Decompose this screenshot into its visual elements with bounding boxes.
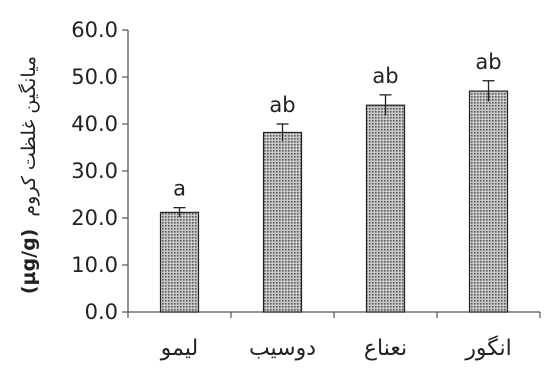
y-axis-label: میانگین غلظت کروم [17,56,40,217]
bar [262,131,303,313]
bar [468,90,509,313]
x-tick-label: نعناع [364,336,407,361]
y-tick-label: 50.0 [71,65,118,89]
svg-text:(µg/g) میانگین غلظت کر: (µg/g) میانگین غلظت کروم [17,56,40,294]
plot-area: 0.0 10.0 20.0 30.0 40.0 50.0 60.0 a لیمو ab دوسیب a… [71,18,541,361]
y-tick-label: 10.0 [71,253,118,277]
data-label: a [173,177,186,201]
data-label: ab [269,93,295,117]
bar [365,104,406,313]
y-tick-label: 60.0 [71,18,118,42]
y-tick-label: 40.0 [71,112,118,136]
x-tick-label: دوسیب [249,336,316,361]
y-axis-title: (µg/g) میانگین غلظت کروم [17,56,40,294]
x-tick-label: انگور [464,335,511,361]
y-tick-label: 0.0 [85,300,118,324]
data-label: ab [372,64,398,88]
x-tick-label: لیمو [160,336,198,361]
y-axis-unit: (µg/g) [18,229,40,295]
y-tick-label: 20.0 [71,206,118,230]
data-label: ab [475,50,501,74]
y-tick-label: 30.0 [71,159,118,183]
bar [159,211,200,313]
